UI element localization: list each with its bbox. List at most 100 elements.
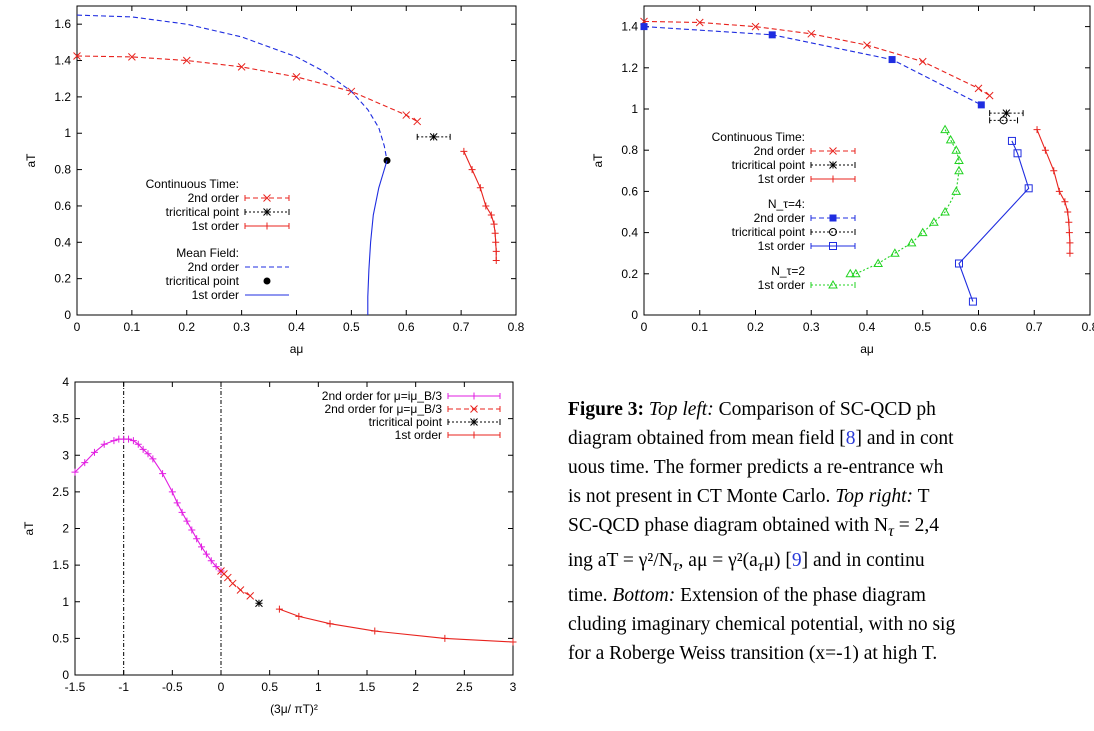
data-point (999, 116, 1008, 125)
series-line (463, 151, 497, 261)
series-3 (76, 14, 388, 161)
data-point (100, 440, 108, 448)
y-tick-label: 0.5 (52, 631, 69, 645)
y-tick-label: 3 (62, 448, 69, 462)
legend-label: tricritical point (166, 205, 240, 219)
series-line (643, 26, 982, 106)
data-point (951, 186, 962, 195)
data-point (128, 53, 136, 61)
data-point (490, 220, 498, 228)
data-point (182, 56, 191, 65)
data-point (751, 22, 760, 31)
figure-caption: Figure 3: Top left: Comparison of SC-QCD… (568, 395, 1088, 668)
y-tick-label: 1 (62, 595, 69, 609)
legend-label: 2nd order (188, 191, 239, 205)
series-5 (367, 160, 388, 315)
data-point (940, 124, 950, 134)
data-point (223, 573, 232, 582)
data-point (807, 29, 816, 38)
data-point (202, 550, 210, 558)
chart-top-right: 0 0.1 0.2 0.3 0.4 0.5 0.6 0.7 0.8 0 0.2 0.4 0.6 0.8 1 1… (591, 5, 1094, 356)
data-point (441, 634, 449, 642)
series-0 (640, 17, 994, 100)
x-tick-label: 0 (74, 320, 81, 334)
y-tick-label: 1.6 (54, 17, 71, 31)
data-point (198, 543, 206, 551)
x-tick-label: 0.2 (178, 320, 195, 334)
legend-label: 1st order (395, 428, 442, 442)
y-tick-label: 1.2 (621, 61, 638, 75)
ref-link-8[interactable]: 8 (845, 428, 856, 449)
data-point (482, 202, 490, 210)
data-point (460, 147, 468, 155)
data-point (81, 459, 89, 467)
x-tick-label: 3 (510, 680, 517, 694)
legend-marker (263, 277, 271, 285)
legend-marker (829, 242, 837, 250)
chart-bottom: -1.5 -1 -0.5 0 0.5 1 1.5 2 2.5 3 0 0.5 1 1.5 2 2.5 3 3.5 4… (22, 375, 517, 716)
legend-label: 1st order (758, 239, 805, 253)
data-point (985, 91, 994, 100)
series-line (850, 129, 960, 275)
legend-label: 1st order (192, 219, 239, 233)
ref-link-9[interactable]: 9 (791, 549, 802, 571)
series-0 (71, 435, 225, 575)
y-tick-label: 3.5 (52, 412, 69, 426)
data-point (487, 211, 495, 219)
caption-line-8: cluding imaginary chemical potential, wi… (568, 613, 956, 635)
x-tick-label: 0.1 (691, 320, 708, 334)
data-point (139, 445, 147, 453)
data-point (954, 155, 964, 164)
data-point (1050, 167, 1058, 175)
data-point (383, 157, 391, 164)
x-tick-label: 0.5 (914, 320, 931, 334)
caption-line-1: Figure 3: Top left: Comparison of SC-QCD… (568, 399, 936, 420)
series-line (74, 438, 222, 572)
caption-line-2: diagram obtained from mean field [8] and… (568, 428, 954, 449)
y-tick-label: 1.4 (621, 20, 638, 34)
series-0 (73, 52, 422, 126)
legend-label: 1st order (758, 278, 805, 292)
data-point (917, 227, 928, 237)
x-tick-label: -0.5 (162, 680, 183, 694)
data-point (974, 84, 983, 93)
data-point (173, 499, 181, 507)
data-point (295, 612, 303, 620)
data-point (1013, 149, 1022, 158)
data-point (159, 470, 167, 478)
legend-label: tricritical point (369, 415, 443, 429)
y-tick-label: 1 (631, 102, 638, 116)
data-point (236, 586, 245, 594)
legend-marker (829, 175, 837, 183)
x-tick-label: 0.4 (859, 320, 876, 334)
data-point (246, 592, 255, 600)
series-line (643, 20, 990, 97)
x-tick-label: 1 (315, 680, 322, 694)
series-5 (954, 136, 1033, 306)
y-tick-label: 0.6 (621, 184, 638, 198)
y-tick-label: 1.5 (52, 558, 69, 572)
x-tick-label: 0.7 (1026, 320, 1043, 334)
y-tick-label: 0 (62, 668, 69, 682)
legend-label: tricritical point (166, 274, 240, 288)
x-tick-label: -1.5 (65, 680, 86, 694)
data-point (129, 437, 137, 445)
x-tick-label: 0.5 (261, 680, 278, 694)
data-point (168, 488, 176, 496)
x-axis-label: (3μ/ πT)² (270, 702, 318, 716)
data-point (929, 217, 939, 226)
y-tick-label: 0.2 (54, 272, 71, 286)
data-point (178, 508, 186, 516)
data-point (1066, 249, 1074, 257)
x-tick-label: 1.5 (359, 680, 376, 694)
caption-line-4: is not present in CT Monte Carlo. Top ri… (568, 486, 930, 507)
data-point (890, 248, 900, 257)
data-point (491, 229, 499, 237)
legend-label: 2nd order (188, 260, 239, 274)
caption-line-7: time. Bottom: Extension of the phase dia… (568, 584, 926, 606)
x-tick-label: 0.8 (1082, 320, 1094, 334)
data-point (954, 165, 964, 175)
y-axis-label: aT (24, 153, 38, 168)
data-point (1064, 208, 1072, 216)
y-tick-label: 0.8 (54, 163, 71, 177)
